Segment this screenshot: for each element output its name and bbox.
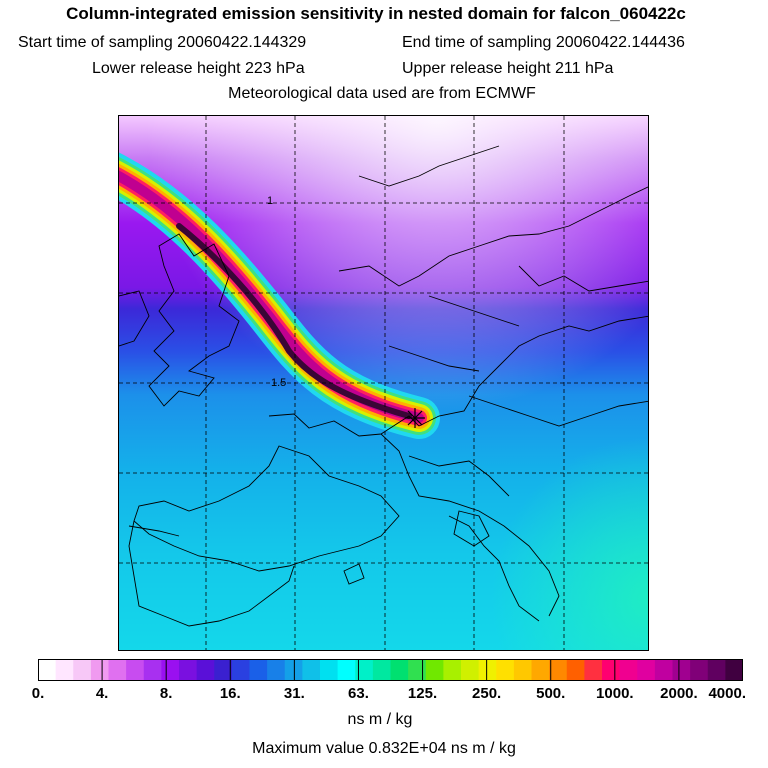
- colorbar-tick-label: 500.: [536, 685, 566, 702]
- southeast-region: [119, 116, 648, 650]
- colorbar-cell: [390, 659, 409, 681]
- colorbar-cell: [549, 659, 568, 681]
- colorbar-cell: [214, 659, 233, 681]
- colorbar-cell: [302, 659, 321, 681]
- colorbar-cell: [55, 659, 74, 681]
- colorbar-cell: [408, 659, 427, 681]
- release-point-marker: [405, 408, 425, 428]
- colorbar-tick-label: 8.: [159, 685, 173, 702]
- contour-label-1: 1: [267, 195, 273, 207]
- colorbar-cell: [443, 659, 462, 681]
- release-lower: Lower release height 223 hPa: [92, 60, 305, 77]
- plume: [119, 152, 440, 439]
- colorbar: [38, 659, 743, 681]
- colorbar-cell: [355, 659, 374, 681]
- colorbar-cell: [143, 659, 162, 681]
- colorbar-cell: [372, 659, 392, 681]
- colorbar-tick-label: 0.: [31, 685, 45, 702]
- colorbar-cell: [637, 659, 656, 681]
- colorbar-cell: [320, 659, 339, 681]
- colorbar-cell: [90, 659, 110, 681]
- colorbar-cell: [161, 659, 180, 681]
- colorbar-cell: [425, 659, 444, 681]
- plot-title: Column-integrated emission sensitivity i…: [66, 4, 686, 23]
- colorbar-cell: [725, 659, 743, 681]
- colorbar-cell: [531, 659, 550, 681]
- colorbar-cell: [707, 659, 726, 681]
- colorbar-cell: [196, 659, 215, 681]
- colorbar-cell: [337, 659, 356, 681]
- release-upper: Upper release height 211 hPa: [402, 60, 614, 77]
- contour-label-2: 1.5: [271, 377, 286, 389]
- colorbar-tick-label: 1000.: [596, 685, 634, 702]
- colorbar-cell: [672, 659, 691, 681]
- colorbar-cell: [267, 659, 286, 681]
- colorbar-tick-label: 125.: [407, 685, 438, 702]
- colorbar-cell: [231, 659, 251, 681]
- map-canvas: 1 1.5: [119, 116, 648, 650]
- maximum-value: Maximum value 0.832E+04 ns m / kg: [252, 740, 516, 757]
- colorbar-cell: [566, 659, 585, 681]
- colorbar-tick-label: 2000.: [660, 685, 698, 702]
- colorbar-cell: [73, 659, 92, 681]
- colorbar-tick-label: 63.: [348, 685, 369, 702]
- sampling-end: End time of sampling 20060422.144436: [402, 34, 685, 51]
- colorbar-tick-label: 16.: [219, 685, 241, 702]
- colorbar-cell: [108, 659, 127, 681]
- sampling-start: Start time of sampling 20060422.144329: [18, 34, 307, 51]
- colorbar-tick-label: 4.: [95, 685, 109, 702]
- colorbar-cell: [249, 659, 268, 681]
- colorbar-cell: [690, 659, 709, 681]
- colorbar-cell: [461, 659, 480, 681]
- colorbar-units: ns m / kg: [347, 711, 413, 728]
- colorbar-cell: [126, 659, 145, 681]
- colorbar-cell: [584, 659, 603, 681]
- colorbar-cell: [478, 659, 497, 681]
- colorbar-cell: [654, 659, 674, 681]
- colorbar-tick-label: 31.: [283, 685, 305, 702]
- colorbar-cell: [179, 659, 198, 681]
- colorbar-tick-label: 250.: [472, 685, 502, 702]
- coastlines: [119, 145, 648, 627]
- colorbar-cell: [496, 659, 515, 681]
- colorbar-cell: [619, 659, 638, 681]
- sensitivity-map: 1 1.5: [118, 115, 649, 651]
- colorbar-cell: [602, 659, 621, 681]
- met-source: Meteorological data used are from ECMWF: [228, 85, 536, 102]
- colorbar-tick-label: 4000.: [708, 685, 747, 702]
- latlon-grid: [119, 116, 648, 650]
- colorbar-cell: [38, 659, 57, 681]
- colorbar-cell: [513, 659, 533, 681]
